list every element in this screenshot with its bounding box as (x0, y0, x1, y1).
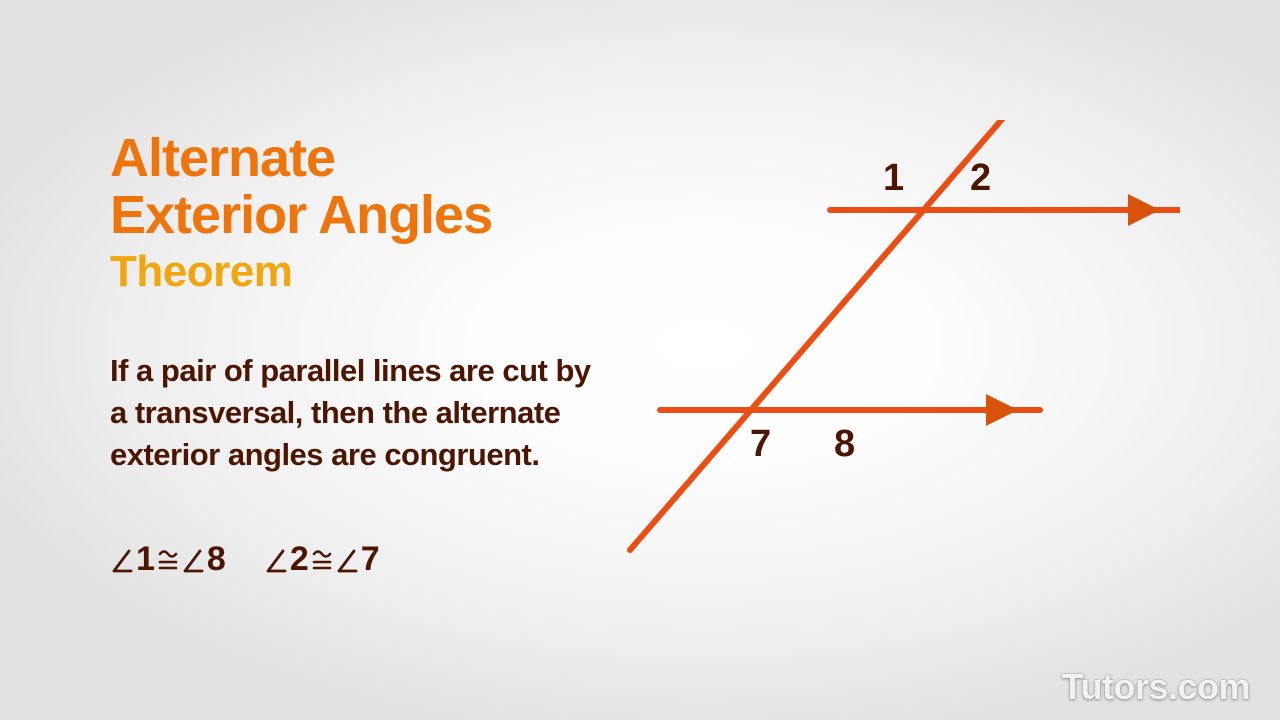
watermark: Tutors.com (1062, 666, 1250, 708)
equation: 1 8 (110, 540, 226, 579)
title-line-2: Exterior Angles (110, 187, 492, 244)
title-line-1: Alternate (110, 130, 492, 187)
angle-label: 7 (750, 423, 771, 465)
theorem-body: If a pair of parallel lines are cut by a… (110, 350, 600, 476)
transversal-line (630, 120, 1010, 550)
arrow-icon (986, 394, 1018, 426)
title-block: Alternate Exterior Angles Theorem (110, 130, 492, 297)
subtitle: Theorem (110, 247, 492, 297)
equation: 2 7 (264, 540, 380, 579)
angle-label: 8 (834, 423, 855, 465)
equations-row: 1 8 2 7 (110, 540, 380, 579)
angle-label: 1 (883, 157, 904, 199)
arrow-icon (1128, 194, 1160, 226)
angle-label: 2 (970, 157, 991, 199)
diagram-svg: 1 2 7 8 (620, 120, 1180, 560)
diagram: 1 2 7 8 (620, 120, 1180, 560)
